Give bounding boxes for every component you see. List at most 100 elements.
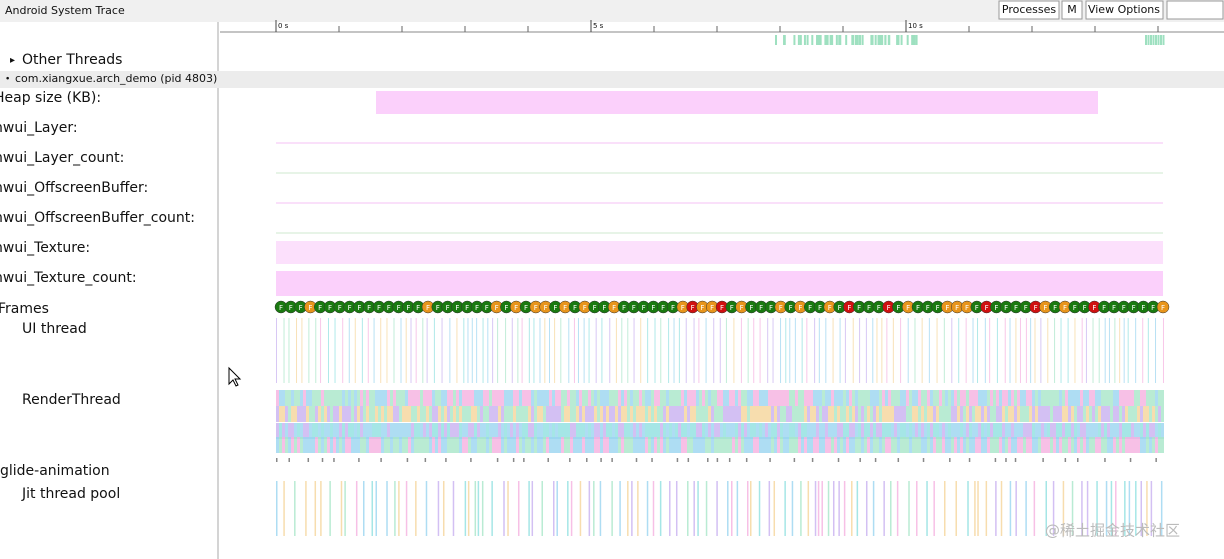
- slice: [753, 437, 756, 453]
- slice: [1140, 423, 1143, 439]
- slice: [800, 481, 802, 536]
- slice: [345, 406, 348, 422]
- slice: [678, 390, 681, 406]
- slice: [963, 437, 966, 453]
- slice: [999, 406, 1002, 422]
- button-label[interactable]: Processes: [1002, 3, 1056, 16]
- slice: [414, 406, 417, 422]
- slice: [462, 406, 465, 422]
- frame-mark: F: [681, 304, 685, 312]
- slice: [837, 458, 840, 462]
- slice: [511, 318, 513, 383]
- slice: [865, 318, 867, 383]
- view-options-button[interactable]: View Options: [1085, 0, 1164, 20]
- slice: [567, 437, 570, 453]
- slice: [354, 437, 357, 453]
- slice: [444, 437, 447, 453]
- slice: [342, 437, 345, 453]
- slice: [810, 406, 813, 422]
- slice: [1147, 318, 1149, 383]
- button-label[interactable]: View Options: [1088, 3, 1160, 16]
- slice: [471, 390, 474, 406]
- slice: [798, 390, 801, 406]
- slice: [1071, 437, 1074, 453]
- slice: [1056, 437, 1059, 453]
- slice: [993, 406, 996, 422]
- slice: [570, 481, 573, 536]
- slice: [481, 481, 484, 536]
- search-box[interactable]: [1166, 0, 1224, 20]
- slice: [546, 423, 549, 439]
- app-title: Android System Trace: [5, 4, 125, 17]
- slice: [789, 390, 792, 406]
- slice: [1089, 437, 1092, 453]
- slice: [996, 437, 999, 453]
- activity: [870, 35, 873, 45]
- frame-mark: F: [759, 304, 763, 312]
- slice: [972, 390, 975, 406]
- slice: [477, 437, 480, 453]
- slice: [1142, 318, 1144, 383]
- frame-mark: F: [514, 304, 518, 312]
- slice: [702, 406, 705, 422]
- slice: [504, 406, 507, 422]
- m-button[interactable]: M: [1061, 0, 1083, 20]
- activity: [859, 35, 862, 45]
- slice: [756, 437, 759, 453]
- slice: [513, 423, 516, 439]
- slice: [672, 390, 675, 406]
- slice: [768, 437, 771, 453]
- slice: [966, 437, 969, 453]
- frame-mark: F: [1092, 304, 1096, 312]
- slice: [909, 390, 912, 406]
- slice: [348, 423, 351, 439]
- group-label[interactable]: Other Threads: [22, 52, 122, 68]
- slice: [288, 437, 291, 453]
- process-label[interactable]: com.xiangxue.arch_demo (pid 4803): [15, 72, 217, 85]
- slice: [652, 481, 655, 536]
- button-label[interactable]: M: [1067, 3, 1077, 16]
- slice: [672, 437, 675, 453]
- slice: [1089, 390, 1092, 406]
- processes-button[interactable]: Processes: [998, 0, 1060, 20]
- slice: [597, 423, 600, 439]
- slice: [822, 423, 825, 439]
- slice: [441, 318, 443, 383]
- slice: [510, 423, 513, 439]
- expander[interactable]: ▸: [10, 55, 15, 66]
- slice: [560, 318, 562, 383]
- activity: [775, 35, 778, 45]
- slice: [303, 423, 306, 439]
- slice: [363, 390, 366, 406]
- slice: [366, 406, 369, 422]
- slice: [564, 406, 567, 422]
- frame-mark: F: [740, 304, 744, 312]
- slice: [795, 406, 798, 422]
- slice: [594, 437, 597, 453]
- slice: [819, 437, 822, 453]
- slice: [894, 390, 897, 406]
- expander[interactable]: •: [5, 75, 10, 85]
- slice: [300, 390, 303, 406]
- slice: [1131, 437, 1134, 453]
- slice: [1104, 423, 1107, 439]
- slice: [476, 318, 478, 383]
- slice: [636, 390, 639, 406]
- slice: [744, 437, 747, 453]
- slice: [474, 423, 477, 439]
- slice: [1104, 318, 1106, 383]
- slice: [334, 318, 336, 383]
- slice: [1020, 423, 1023, 439]
- slice: [786, 423, 789, 439]
- slice: [361, 318, 363, 383]
- slice: [408, 437, 411, 453]
- slice: [282, 423, 285, 439]
- slice: [309, 390, 312, 406]
- slice: [447, 423, 450, 439]
- frame-mark: F: [632, 304, 636, 312]
- thread-label: RenderThread: [22, 392, 121, 408]
- slice: [849, 423, 852, 439]
- slice: [570, 406, 573, 422]
- slice: [1123, 318, 1125, 383]
- slice: [1011, 423, 1014, 439]
